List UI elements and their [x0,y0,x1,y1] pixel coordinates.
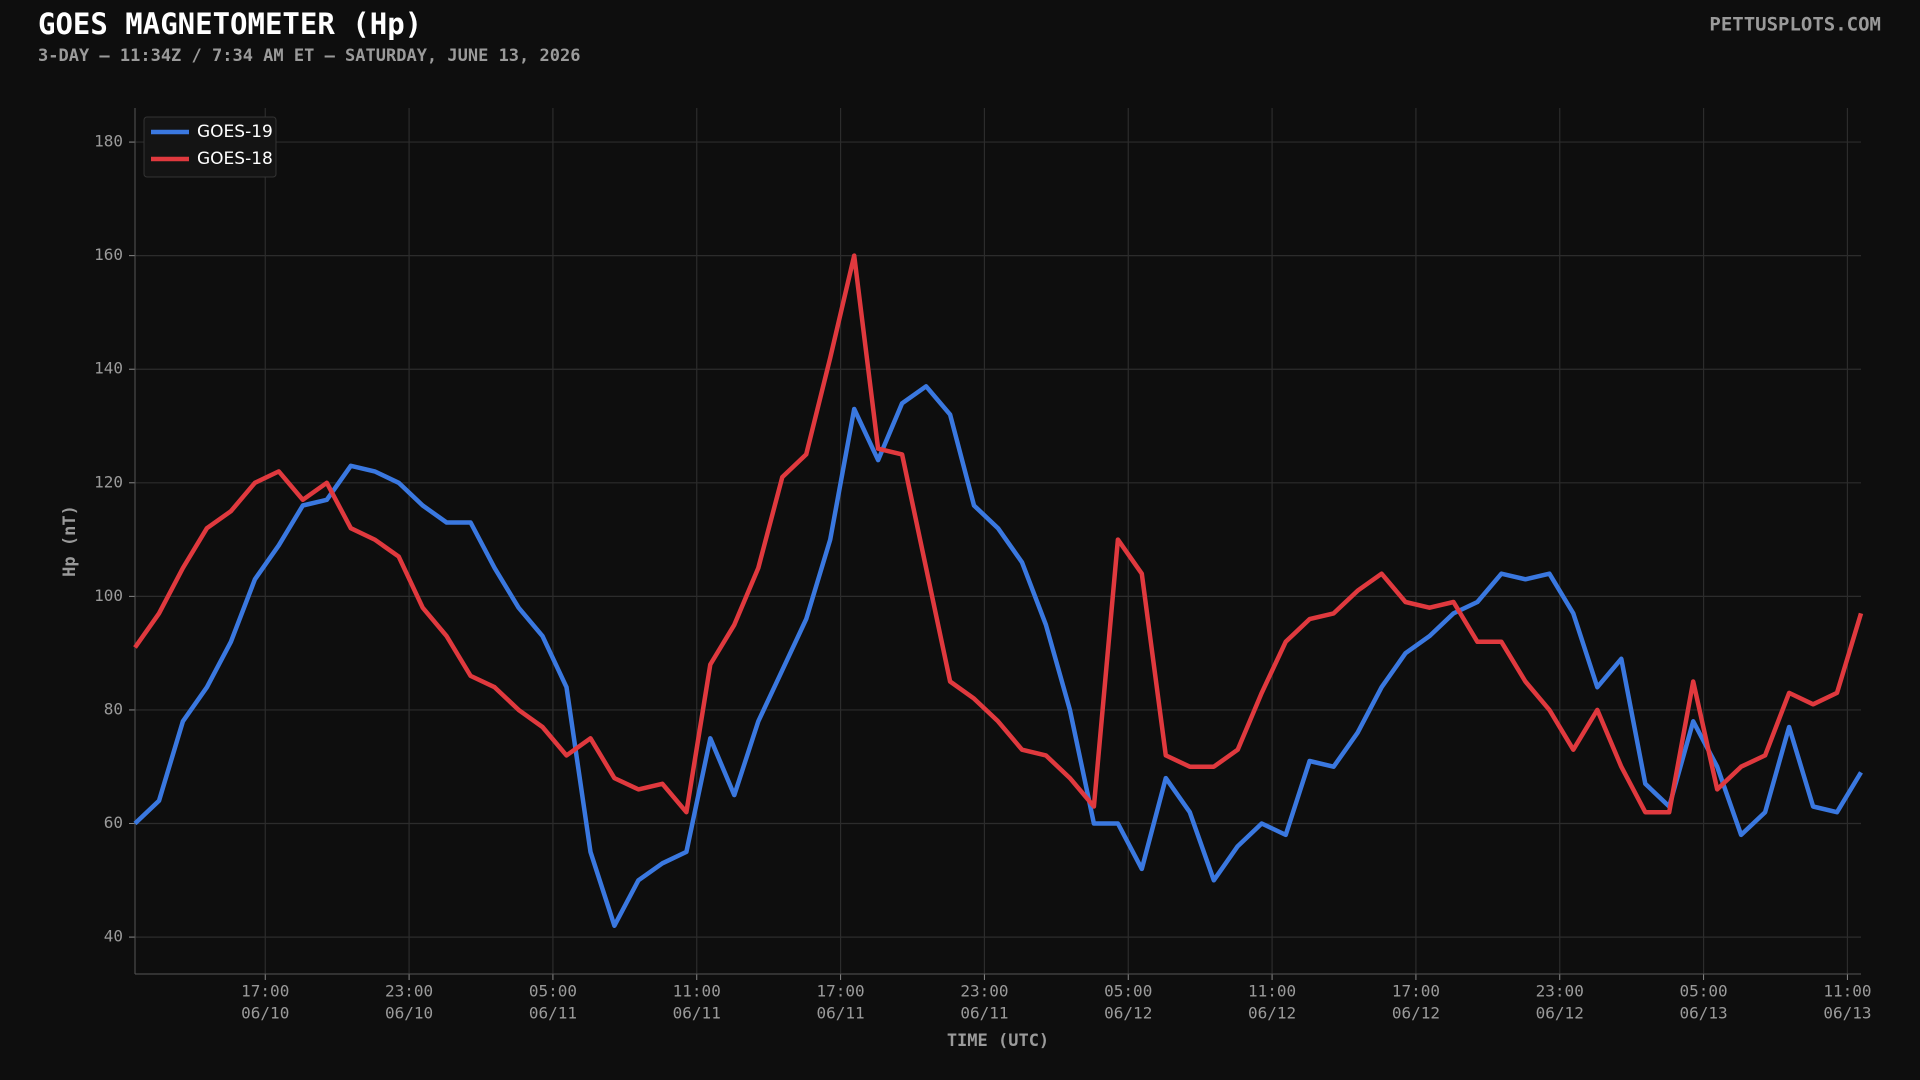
x-tick-label: 17:00 [241,982,289,1001]
x-tick-label: 11:00 [1823,982,1871,1001]
y-axis-label: Hp (nT) [60,505,80,577]
x-tick-label: 06/11 [960,1004,1008,1023]
x-tick-label: 06/10 [241,1004,289,1023]
y-tick-label: 140 [94,359,123,378]
x-axis-label: TIME (UTC) [947,1031,1049,1051]
y-tick-label: 120 [94,472,123,491]
x-tick-label: 06/12 [1392,1004,1440,1023]
y-tick-label: 100 [94,586,123,605]
x-tick-label: 17:00 [1392,982,1440,1001]
legend-label: GOES-18 [197,149,273,169]
y-tick-label: 80 [104,699,123,718]
series-line [133,253,1864,815]
x-tick-label: 23:00 [960,982,1008,1001]
x-tick-label: 23:00 [385,982,433,1001]
x-tick-label: 06/13 [1823,1004,1871,1023]
x-tick-label: 06/11 [816,1004,864,1023]
x-tick-label: 06/12 [1104,1004,1152,1023]
x-tick-label: 06/12 [1248,1004,1296,1023]
x-tick-label: 11:00 [673,982,721,1001]
series-line [133,384,1863,928]
x-tick-label: 06/10 [385,1004,433,1023]
x-tick-label: 05:00 [529,982,577,1001]
chart-subtitle: 3-DAY — 11:34Z / 7:34 AM ET — SATURDAY, … [38,46,580,66]
x-tick-label: 06/13 [1679,1004,1727,1023]
x-tick-label: 23:00 [1536,982,1584,1001]
chart-title: GOES MAGNETOMETER (Hp) [38,7,422,41]
legend-label: GOES-19 [197,122,273,142]
x-tick-label: 06/12 [1536,1004,1584,1023]
x-tick-label: 05:00 [1679,982,1727,1001]
x-tick-label: 06/11 [529,1004,577,1023]
y-tick-label: 60 [104,813,123,832]
brand: PETTUSPLOTS.COM [1709,14,1881,36]
y-tick-label: 40 [104,927,123,946]
x-tick-label: 17:00 [816,982,864,1001]
y-tick-label: 160 [94,245,123,264]
x-tick-label: 05:00 [1104,982,1152,1001]
y-tick-label: 180 [94,132,123,151]
x-tick-label: 11:00 [1248,982,1296,1001]
x-tick-label: 06/11 [673,1004,721,1023]
